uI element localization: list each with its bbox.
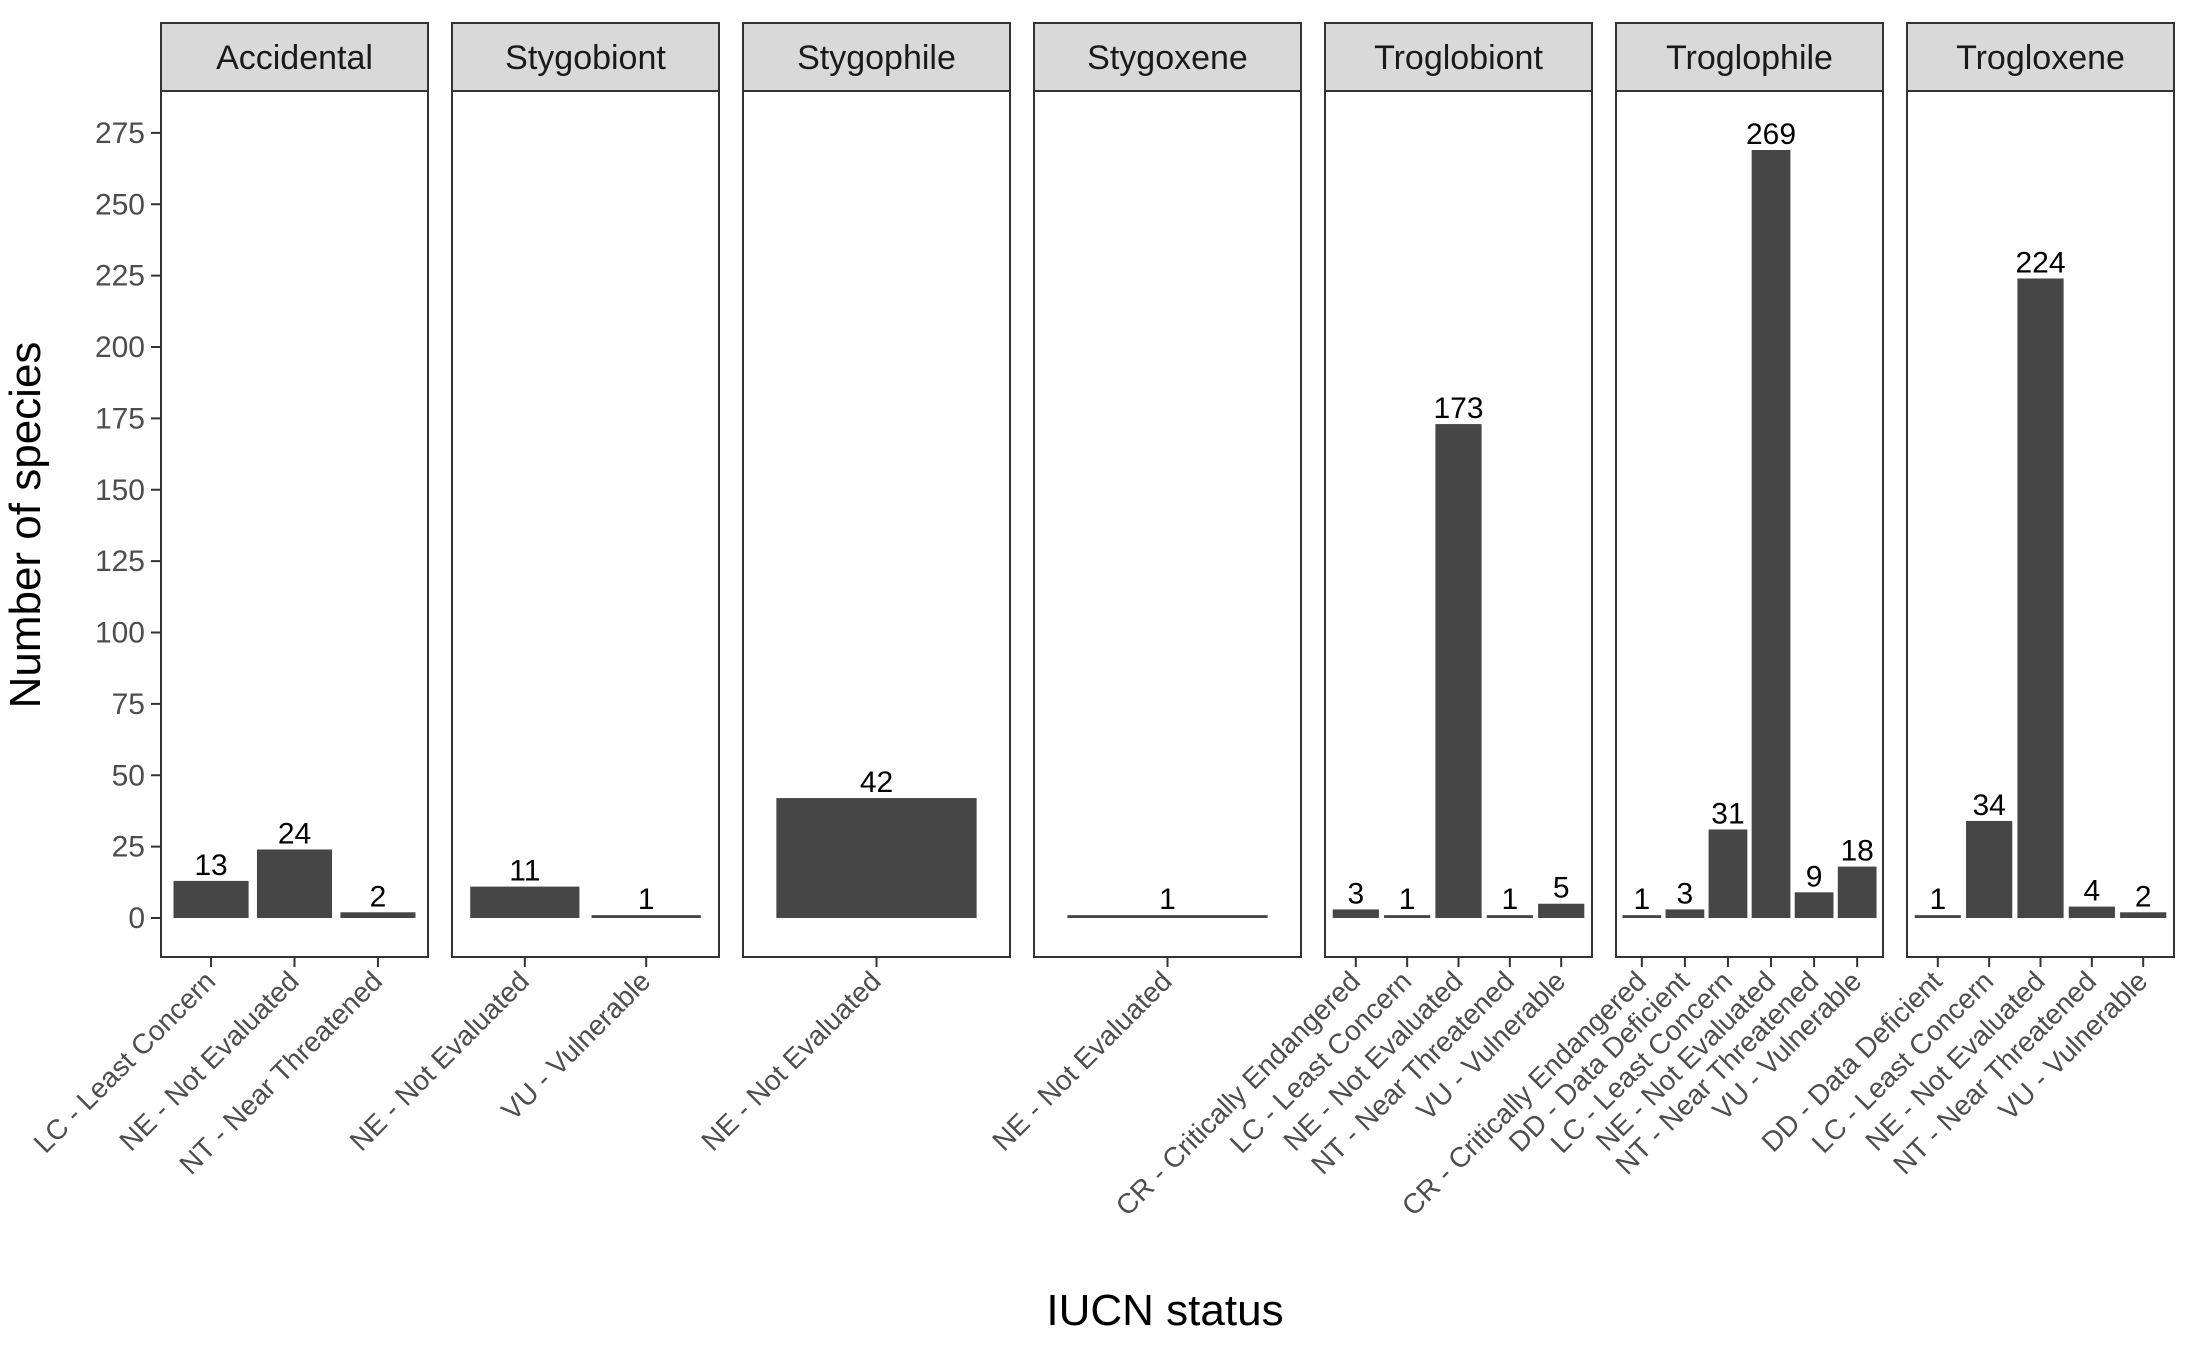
y-tick-label: 275 [95, 117, 145, 150]
bar-value-label: 2 [2135, 880, 2152, 913]
x-axis-title: IUCN status [1046, 1286, 1283, 1335]
bar [2068, 906, 2115, 918]
bar-value-label: 1 [1399, 883, 1416, 916]
bar [2017, 278, 2064, 919]
bar [1794, 892, 1834, 918]
bar-value-label: 13 [194, 849, 227, 882]
y-axis: 0 25 50 75 100 125 150 175 200 225 250 275 [95, 117, 161, 935]
bar-value-label: 3 [1677, 877, 1694, 910]
bar [470, 886, 580, 918]
bar [173, 880, 249, 918]
bar [1837, 866, 1877, 918]
facet-strip-label: Stygoxene [1087, 39, 1248, 77]
y-tick-label: 0 [128, 902, 145, 935]
x-tick-label: NE - Not Evaluated [695, 965, 886, 1156]
facet-stygophile: Stygophile 42 NE - Not Evaluated [695, 22, 1011, 1157]
bar-value-label: 224 [2015, 246, 2065, 279]
bar [1966, 820, 2013, 918]
bar-value-label: 9 [1806, 860, 1823, 893]
bar-value-label: 18 [1840, 835, 1873, 868]
facet-strip [160, 22, 429, 92]
y-tick-label: 250 [95, 188, 145, 221]
bar [1665, 909, 1705, 918]
facet-strip-label: Stygobiont [505, 39, 666, 77]
y-tick-label: 100 [95, 617, 145, 650]
facet-strip [742, 22, 1011, 92]
facet-strip-label: Troglobiont [1374, 39, 1543, 77]
bar-value-label: 173 [1433, 392, 1483, 425]
facet-strip [1033, 22, 1302, 92]
y-tick-label: 150 [95, 474, 145, 507]
bar [1435, 424, 1482, 918]
y-tick-label: 200 [95, 331, 145, 364]
facet-strip-label: Accidental [216, 39, 373, 77]
bar [1622, 915, 1662, 918]
facet-strip-label: Trogloxene [1956, 39, 2125, 77]
bar-value-label: 1 [638, 883, 655, 916]
bar [256, 849, 333, 918]
facet-panel [451, 90, 720, 958]
bar-value-label: 1 [1159, 883, 1176, 916]
y-axis-title: Number of species [1, 342, 50, 709]
y-tick-label: 225 [95, 260, 145, 293]
bar-value-label: 269 [1746, 118, 1796, 151]
bar-value-label: 24 [278, 817, 311, 850]
bar-value-label: 1 [1633, 883, 1650, 916]
bar [591, 915, 701, 918]
facet-panel [1615, 90, 1884, 958]
bar-value-label: 42 [860, 766, 893, 799]
bar [1067, 915, 1268, 918]
facet-strip [451, 22, 720, 92]
bar-value-label: 1 [1502, 883, 1519, 916]
bar-value-label: 11 [509, 855, 540, 888]
bar-value-label: 34 [1972, 789, 2005, 822]
y-tick-label: 125 [95, 545, 145, 578]
x-tick-label: NE - Not Evaluated [986, 965, 1177, 1156]
bar-value-label: 4 [2084, 875, 2101, 908]
y-tick-label: 25 [112, 831, 145, 864]
bar-value-label: 5 [1553, 872, 1570, 905]
bar-value-label: 3 [1347, 877, 1364, 910]
facet-strip-label: Stygophile [797, 39, 956, 77]
facet-strip-label: Troglophile [1666, 39, 1833, 77]
bar [1751, 150, 1791, 918]
y-tick-label: 175 [95, 402, 145, 435]
bar [340, 912, 416, 918]
bar [1332, 909, 1379, 918]
bar [2120, 912, 2167, 918]
bar-value-label: 31 [1711, 797, 1744, 830]
bar [1708, 829, 1748, 918]
bar [1538, 903, 1585, 918]
bar-value-label: 2 [370, 880, 387, 913]
bar [1384, 915, 1431, 918]
y-tick-label: 50 [112, 759, 145, 792]
facet-panel [160, 90, 429, 958]
facet-panel [1033, 90, 1302, 958]
bar [776, 798, 977, 918]
bar-value-label: 1 [1929, 883, 1946, 916]
y-tick-label: 75 [112, 688, 145, 721]
facet-stygoxene: Stygoxene 1 NE - Not Evaluated [986, 22, 1302, 1157]
bar [1914, 915, 1961, 918]
bar [1486, 915, 1533, 918]
